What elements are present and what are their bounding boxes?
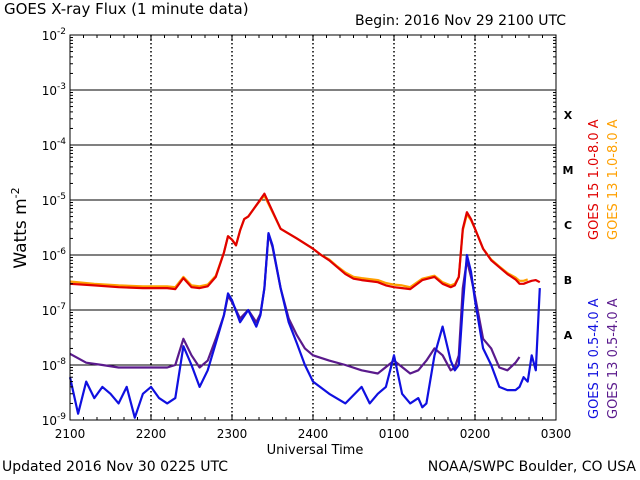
legend-entry: GOES 13 0.5-4.0 A	[606, 298, 621, 419]
y-tick-base: 10	[42, 29, 57, 43]
data-source-label: NOAA/SWPC Boulder, CO USA	[427, 459, 636, 475]
y-tick-base: 10	[42, 139, 57, 153]
y-axis-label: Watts m-2	[9, 187, 31, 268]
y-tick-label: 10-3	[42, 82, 66, 98]
legend-entry: GOES 13 1.0-8.0 A	[606, 119, 621, 240]
x-tick-label: 0200	[460, 427, 491, 441]
series-line	[68, 232, 541, 419]
flare-class-label: C	[564, 219, 572, 232]
y-tick-exponent: -6	[57, 247, 66, 257]
y-tick-label: 10-6	[42, 247, 67, 263]
y-tick-label: 10-2	[42, 27, 66, 43]
series-line	[69, 192, 541, 291]
y-tick-exponent: -4	[57, 137, 66, 147]
y-tick-exponent: -3	[57, 82, 66, 92]
updated-timestamp: Updated 2016 Nov 30 0225 UTC	[2, 459, 228, 475]
x-tick-label: 2400	[298, 427, 329, 441]
y-tick-exponent: -2	[57, 27, 66, 37]
y-tick-exponent: -7	[57, 302, 66, 312]
y-tick-label: 10-9	[42, 412, 67, 428]
flare-class-label: A	[564, 329, 573, 342]
y-axis-label-base: Watts m	[11, 198, 31, 268]
legend-entry: GOES 15 0.5-4.0 A	[587, 298, 602, 419]
y-tick-exponent: -9	[57, 412, 66, 422]
y-tick-base: 10	[42, 414, 57, 428]
y-tick-exponent: -5	[57, 192, 66, 202]
y-tick-exponent: -8	[57, 357, 66, 367]
x-axis: 2100 2200 2300 2400 0100 0200 0300	[55, 35, 572, 441]
flare-class-label: B	[564, 274, 572, 287]
grid-layer	[70, 35, 556, 420]
y-tick-base: 10	[42, 359, 57, 373]
series-layer	[68, 192, 541, 419]
x-tick-label: 0300	[541, 427, 572, 441]
y-tick-base: 10	[42, 249, 57, 263]
x-tick-label: 0100	[379, 427, 410, 441]
x-tick-label: 2200	[136, 427, 167, 441]
x-axis-label: Universal Time	[267, 443, 364, 458]
y-tick-label: 10-5	[42, 192, 66, 208]
flare-class-axis: A B C M X	[563, 109, 574, 342]
x-tick-label: 2300	[217, 427, 248, 441]
y-tick-base: 10	[42, 304, 57, 318]
y-tick-label: 10-8	[42, 357, 67, 373]
chart-title: GOES X-ray Flux (1 minute data)	[4, 0, 249, 18]
flare-class-label: M	[563, 164, 574, 177]
y-axis-label-exponent: -2	[9, 187, 22, 198]
flare-class-label: X	[564, 109, 573, 122]
y-tick-label: 10-7	[42, 302, 66, 318]
x-tick-label: 2100	[55, 427, 86, 441]
legend-entry: GOES 15 1.0-8.0 A	[587, 119, 602, 240]
y-tick-base: 10	[42, 194, 57, 208]
y-tick-base: 10	[42, 84, 57, 98]
y-tick-label: 10-4	[42, 137, 67, 153]
begin-time-label: Begin: 2016 Nov 29 2100 UTC	[355, 13, 566, 29]
legend: GOES 15 1.0-8.0 A GOES 13 1.0-8.0 A GOES 1…	[587, 119, 621, 419]
